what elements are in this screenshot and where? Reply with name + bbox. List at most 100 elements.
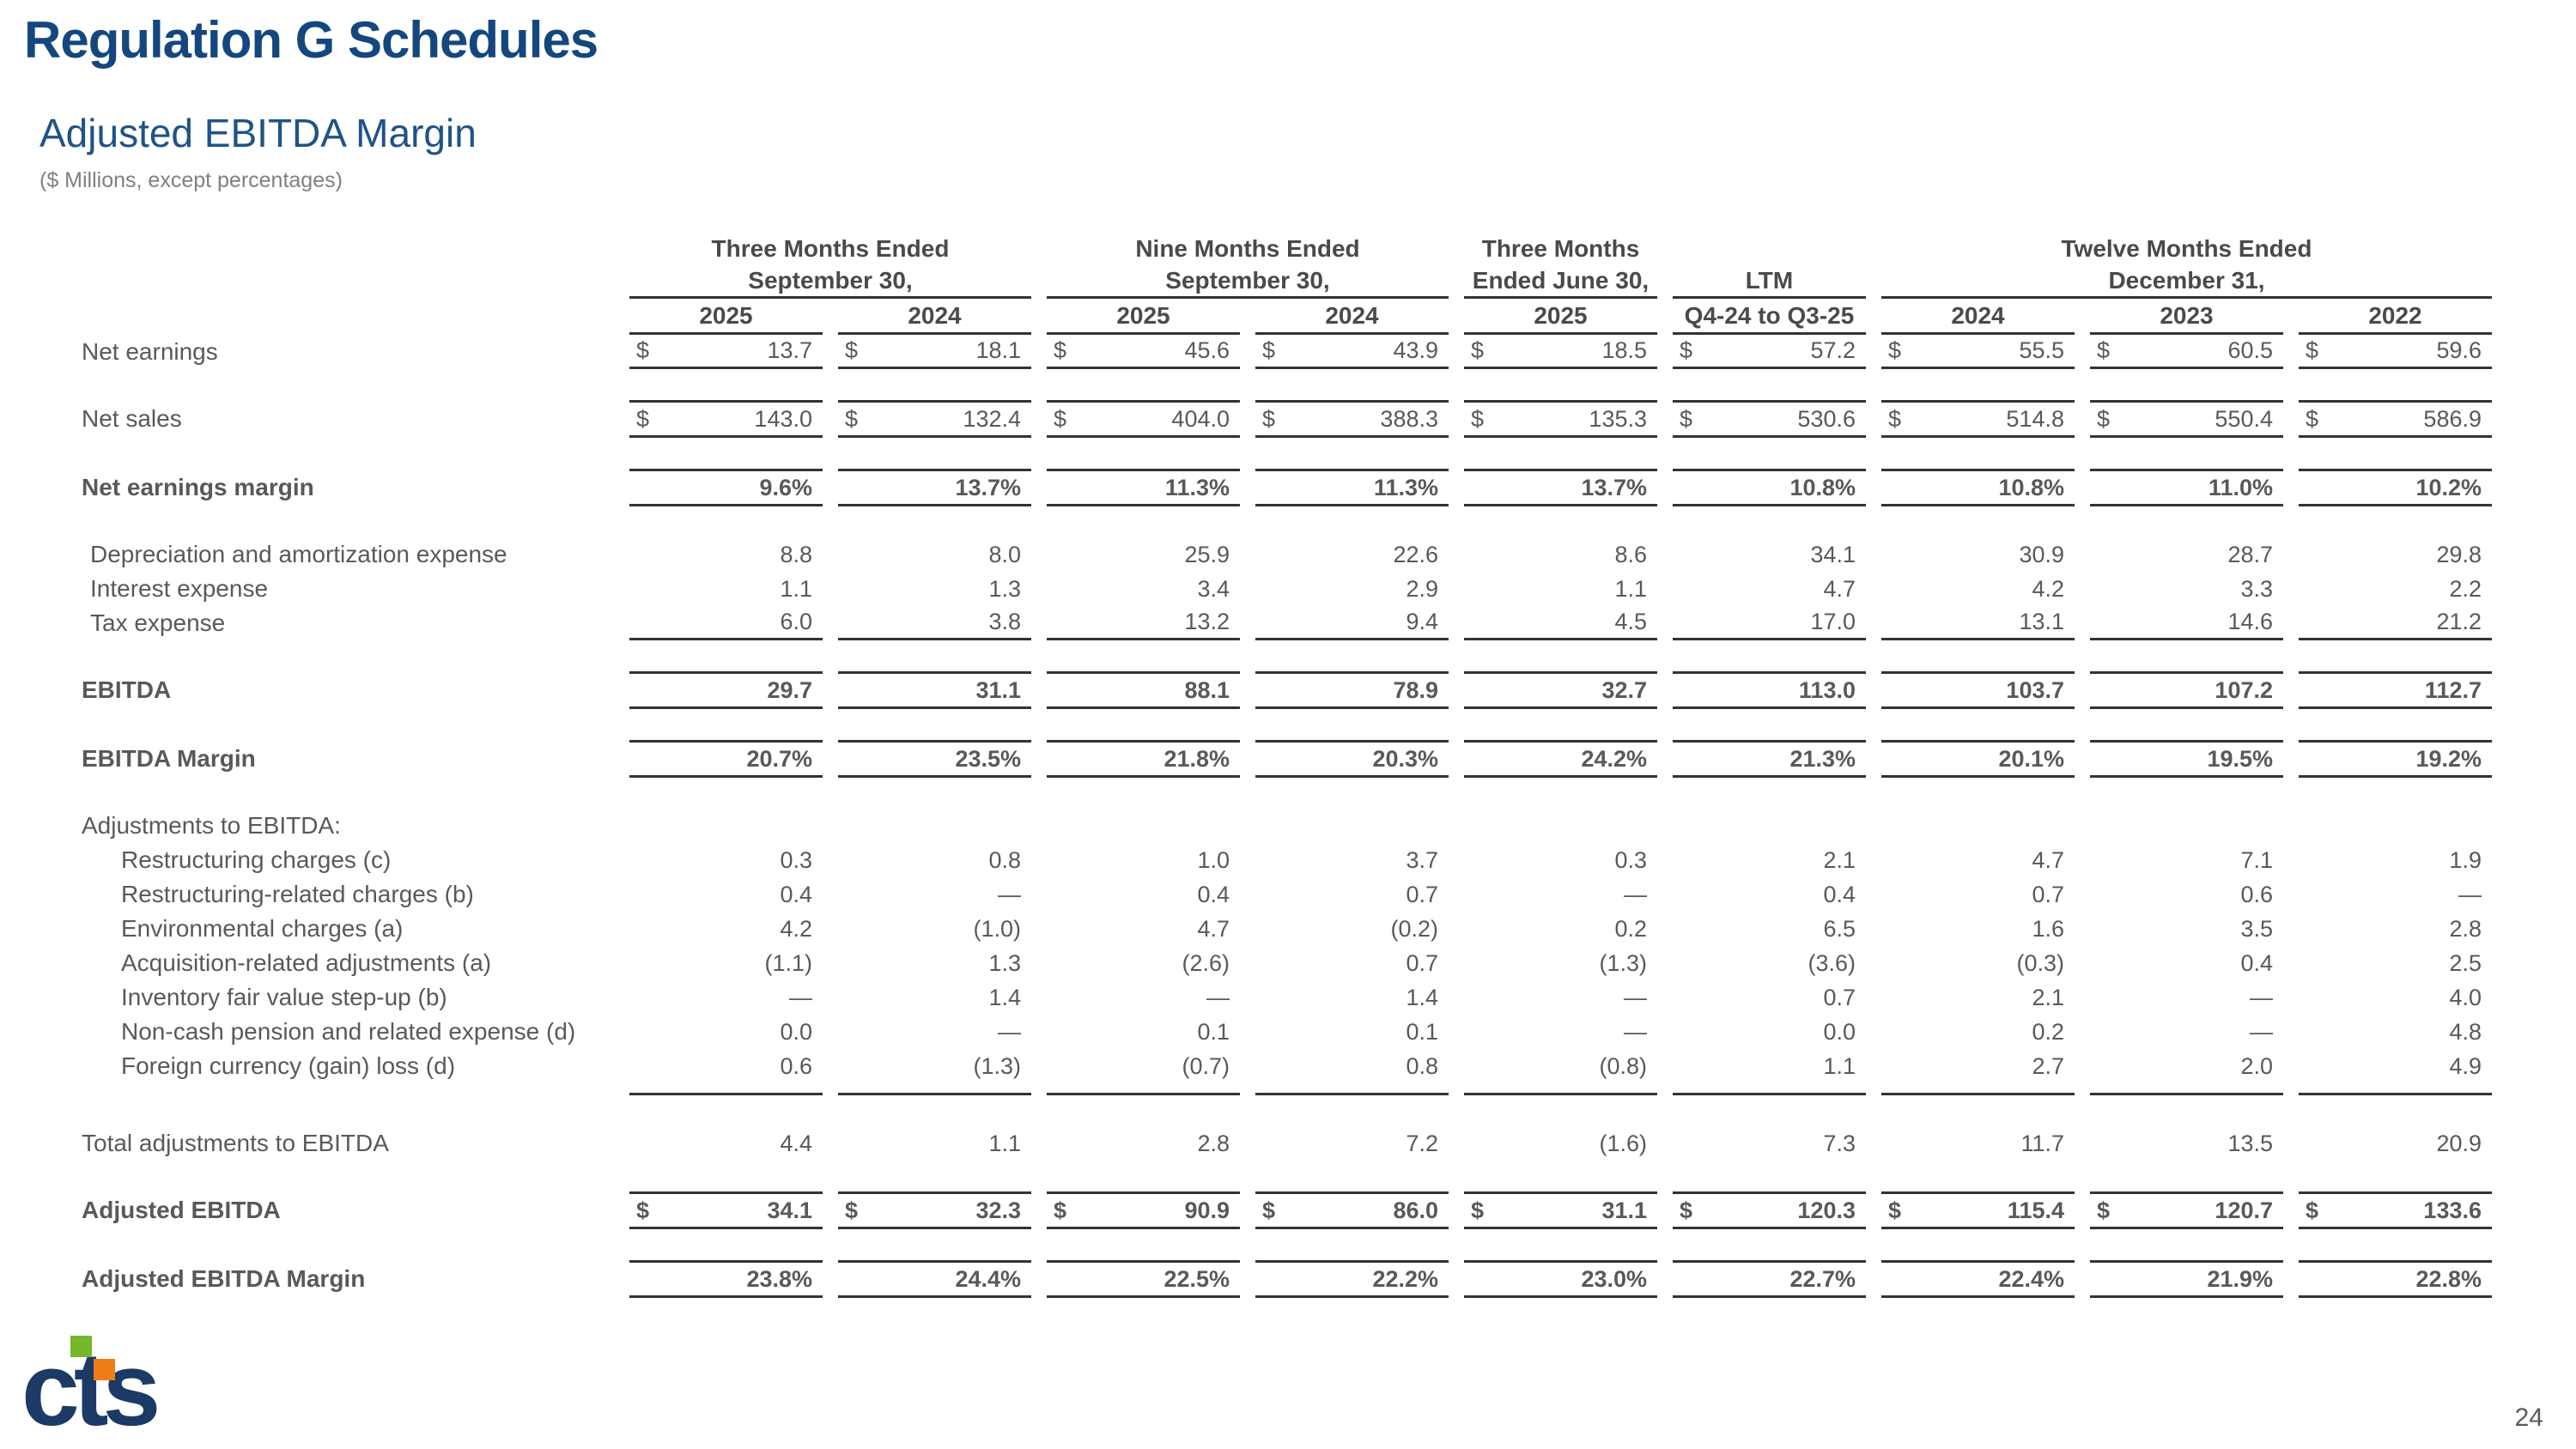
value-cell: (2.6)	[1182, 949, 1230, 976]
value-cell: $13.7	[629, 335, 823, 369]
value-cell: 10.2%	[2299, 469, 2492, 506]
cell-value: 132.4	[963, 405, 1021, 432]
value-cell: 0.8	[1406, 1052, 1438, 1079]
value-cell: 28.7	[2227, 541, 2273, 567]
value-cell: 9.4	[1255, 606, 1449, 640]
spacer-row	[82, 778, 2494, 809]
value-cell: 1.3	[988, 949, 1021, 976]
value-cell: 0.4	[1823, 881, 1856, 907]
value-cell: 2.9	[1406, 575, 1438, 602]
header-label-spacer	[82, 230, 614, 299]
row-net-earnings-margin: Net earnings margin 9.6% 13.7% 11.3% 11.3% 13…	[82, 469, 2494, 506]
cell-value: 115.4	[2007, 1197, 2064, 1223]
cell-value: 86.0	[1393, 1197, 1438, 1223]
value-cell: (1.3)	[973, 1052, 1021, 1079]
value-cell: 4.2	[2032, 575, 2064, 602]
value-cell: $32.3	[838, 1191, 1031, 1229]
value-cell: 4.7	[1823, 575, 1856, 602]
value-cell: (0.8)	[1599, 1052, 1647, 1079]
section-title: Adjusted EBITDA Margin	[39, 111, 477, 155]
year-header: 2024	[1881, 299, 2075, 335]
column-group-header: LTM	[1673, 230, 1866, 299]
value-cell: 10.8%	[1673, 469, 1866, 506]
value-cell: 20.3%	[1255, 740, 1449, 778]
ruled-spacer-cell	[1881, 1083, 2075, 1095]
cell-value: 34.1	[767, 1197, 812, 1223]
value-cell: —	[998, 1018, 1021, 1045]
value-cell: 14.6	[2090, 606, 2283, 640]
value-cell: (0.2)	[1390, 915, 1438, 942]
value-cell: $132.4	[838, 400, 1031, 438]
dollar-sign: $	[845, 337, 859, 363]
value-cell: 31.1	[838, 671, 1031, 709]
dollar-sign: $	[2306, 405, 2319, 432]
value-cell: $45.6	[1047, 335, 1240, 369]
value-cell: 4.8	[2449, 1018, 2482, 1045]
year-header: 2025	[629, 299, 823, 335]
dollar-sign: $	[1680, 1197, 1693, 1223]
value-cell: 0.4	[1197, 881, 1230, 907]
value-cell: 7.1	[2240, 846, 2273, 873]
value-cell: 0.7	[2032, 881, 2064, 907]
row-label: EBITDA	[82, 676, 172, 703]
spacer-row	[82, 438, 2494, 469]
value-cell: 24.2%	[1464, 740, 1657, 778]
dollar-sign: $	[636, 405, 650, 432]
dollar-sign: $	[1888, 337, 1902, 363]
dollar-sign: $	[1262, 1197, 1276, 1223]
row-foreign-currency-gain-loss-d: Foreign currency (gain) loss (d) 0.6 (1.3)…	[82, 1049, 2494, 1083]
value-cell: 0.2	[2032, 1018, 2064, 1045]
value-cell: 103.7	[1881, 671, 2075, 709]
value-cell: $43.9	[1255, 335, 1449, 369]
value-cell: $34.1	[629, 1191, 823, 1229]
column-group-header-line: September 30,	[1165, 267, 1330, 294]
column-group-header-line: Three Months Ended	[711, 235, 950, 262]
value-cell: 22.2%	[1255, 1260, 1449, 1298]
dollar-sign: $	[1888, 1197, 1902, 1223]
row-label: Acquisition-related adjustments (a)	[121, 949, 492, 976]
cell-value: 120.7	[2215, 1197, 2273, 1223]
value-cell: 0.1	[1406, 1018, 1438, 1045]
cell-value: 90.9	[1184, 1197, 1230, 1223]
value-cell: 3.4	[1197, 575, 1230, 602]
page-title: Regulation G Schedules	[24, 11, 598, 69]
cell-value: 59.6	[2436, 337, 2482, 363]
value-cell: $18.1	[838, 335, 1031, 369]
value-cell: 20.7%	[629, 740, 823, 778]
value-cell: 3.8	[838, 606, 1031, 640]
value-cell: 23.0%	[1464, 1260, 1657, 1298]
value-cell: 11.0%	[2090, 469, 2283, 506]
value-cell: 17.0	[1673, 606, 1866, 640]
value-cell: 21.9%	[2090, 1260, 2283, 1298]
dollar-sign: $	[2097, 405, 2111, 432]
row-label: Adjusted EBITDA	[82, 1197, 281, 1223]
cell-value: 60.5	[2227, 337, 2273, 363]
row-interest-expense: Interest expense 1.1 1.3 3.4 2.9 1.1 4.7 4.2 3.3…	[82, 572, 2494, 606]
value-cell: 1.4	[988, 984, 1021, 1010]
value-cell: 2.0	[2240, 1052, 2273, 1079]
year-header: 2024	[838, 299, 1031, 335]
column-group-header-line: LTM	[1745, 267, 1794, 294]
column-group-header-line: September 30,	[748, 267, 913, 294]
ruled-spacer-row	[82, 1083, 2494, 1095]
row-adjusted-ebitda: Adjusted EBITDA $34.1 $32.3 $90.9 $86.0 $31.1…	[82, 1191, 2494, 1229]
units-note: ($ Millions, except percentages)	[39, 168, 343, 192]
year-header: 2022	[2299, 299, 2492, 335]
value-cell: (0.3)	[2016, 949, 2064, 976]
value-cell: 1.1	[988, 1130, 1021, 1156]
row-label: Net earnings margin	[82, 474, 314, 500]
ruled-spacer-cell	[2090, 1083, 2283, 1095]
value-cell: 4.7	[2032, 846, 2064, 873]
value-cell: $135.3	[1464, 400, 1657, 438]
header-label-spacer	[82, 299, 614, 335]
value-cell: (1.6)	[1599, 1130, 1647, 1156]
dollar-sign: $	[636, 1197, 650, 1223]
value-cell: 1.6	[2032, 915, 2064, 942]
year-header: 2024	[1255, 299, 1449, 335]
column-group-header-line: Nine Months Ended	[1135, 235, 1360, 262]
value-cell: 30.9	[2019, 541, 2064, 567]
value-cell: $120.7	[2090, 1191, 2283, 1229]
dollar-sign: $	[636, 337, 650, 363]
row-label: Foreign currency (gain) loss (d)	[121, 1052, 456, 1079]
value-cell: 23.8%	[629, 1260, 823, 1298]
